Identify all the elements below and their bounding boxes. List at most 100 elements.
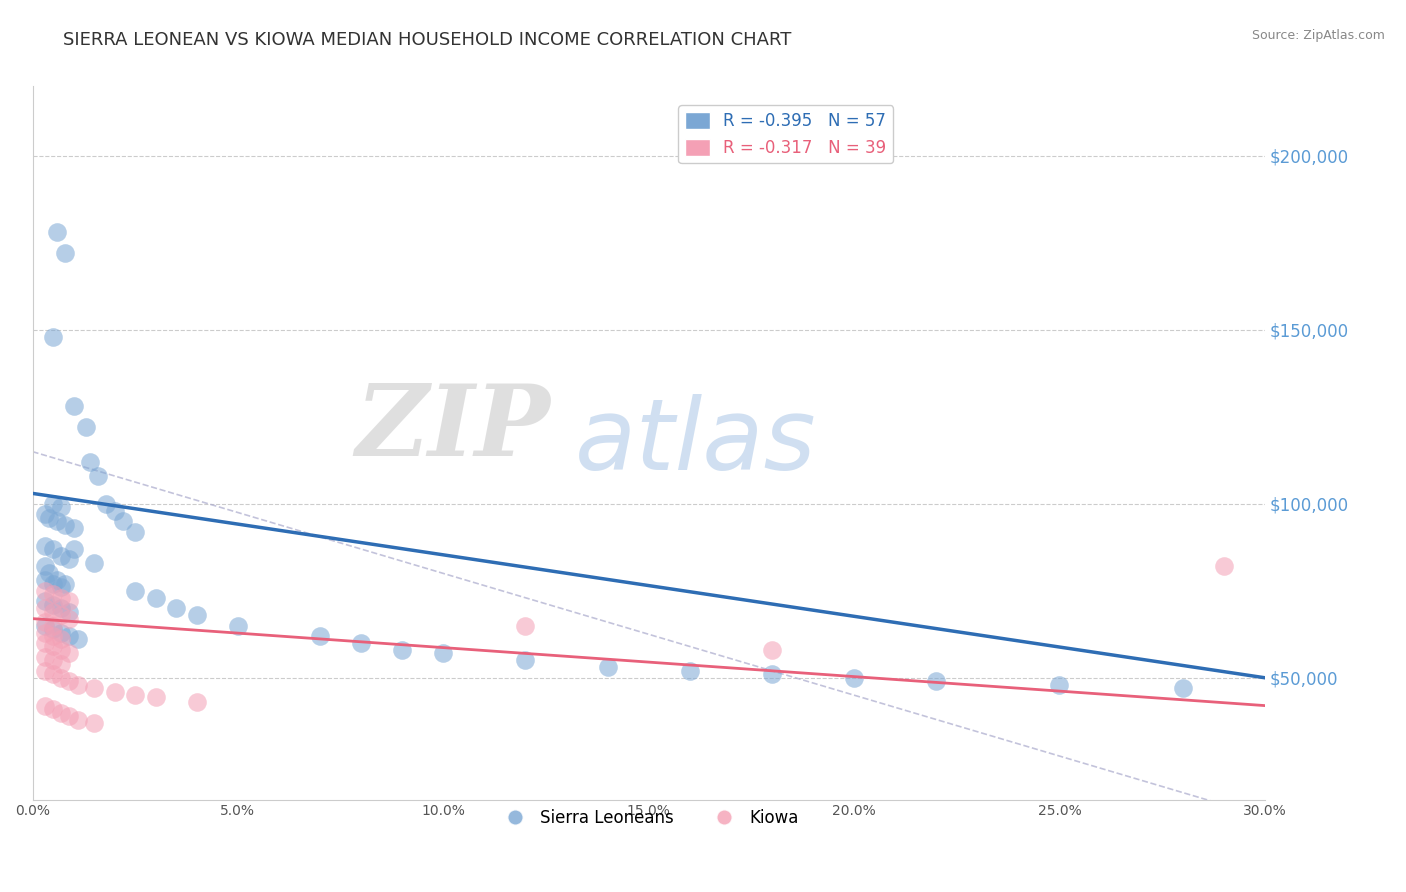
Point: [66, 678, 89, 692]
Point: [58, 605, 80, 619]
Point: [34, 594, 56, 608]
Point: [51, 625, 73, 640]
Point: [58, 552, 80, 566]
Point: [34, 508, 56, 522]
Point: [42, 640, 65, 654]
Point: [309, 629, 332, 643]
Point: [53, 246, 76, 260]
Point: [34, 574, 56, 588]
Point: [186, 608, 208, 623]
Point: [53, 577, 76, 591]
Point: [842, 671, 865, 685]
Point: [42, 667, 65, 681]
Point: [58, 629, 80, 643]
Point: [350, 636, 373, 650]
Point: [34, 615, 56, 629]
Point: [51, 632, 73, 647]
Point: [432, 647, 454, 661]
Point: [42, 629, 65, 643]
Point: [42, 598, 65, 612]
Point: [42, 542, 65, 557]
Text: ZIP: ZIP: [356, 380, 550, 477]
Point: [38, 566, 60, 581]
Legend: Sierra Leoneans, Kiowa: Sierra Leoneans, Kiowa: [492, 803, 806, 834]
Text: Source: ZipAtlas.com: Source: ZipAtlas.com: [1251, 29, 1385, 42]
Point: [34, 649, 56, 664]
Point: [58, 612, 80, 626]
Point: [42, 587, 65, 601]
Point: [34, 698, 56, 713]
Point: [124, 688, 146, 702]
Point: [51, 601, 73, 615]
Point: [75, 420, 97, 434]
Point: [51, 591, 73, 605]
Point: [1171, 681, 1194, 696]
Point: [925, 674, 948, 689]
Point: [42, 618, 65, 632]
Point: [46, 514, 69, 528]
Point: [34, 559, 56, 574]
Point: [83, 556, 105, 570]
Point: [1049, 678, 1071, 692]
Point: [515, 618, 537, 632]
Point: [145, 690, 167, 704]
Point: [34, 625, 56, 640]
Point: [34, 583, 56, 598]
Point: [226, 618, 249, 632]
Point: [34, 636, 56, 650]
Point: [96, 497, 118, 511]
Point: [104, 504, 127, 518]
Point: [145, 591, 167, 605]
Point: [34, 618, 56, 632]
Point: [42, 702, 65, 716]
Point: [34, 539, 56, 553]
Point: [58, 709, 80, 723]
Point: [66, 713, 89, 727]
Point: [51, 580, 73, 594]
Point: [51, 671, 73, 685]
Point: [46, 574, 69, 588]
Point: [51, 657, 73, 671]
Point: [42, 605, 65, 619]
Point: [679, 664, 702, 678]
Point: [58, 594, 80, 608]
Point: [51, 643, 73, 657]
Point: [62, 542, 84, 557]
Point: [596, 660, 619, 674]
Point: [62, 521, 84, 535]
Point: [42, 497, 65, 511]
Point: [124, 583, 146, 598]
Point: [38, 510, 60, 524]
Point: [66, 632, 89, 647]
Point: [42, 653, 65, 667]
Point: [165, 601, 187, 615]
Point: [515, 653, 537, 667]
Point: [51, 706, 73, 720]
Point: [124, 524, 146, 539]
Point: [58, 647, 80, 661]
Point: [83, 681, 105, 696]
Point: [51, 608, 73, 623]
Point: [79, 455, 101, 469]
Point: [761, 667, 783, 681]
Point: [42, 330, 65, 344]
Point: [186, 695, 208, 709]
Point: [761, 643, 783, 657]
Point: [1212, 559, 1234, 574]
Point: [58, 674, 80, 689]
Point: [391, 643, 413, 657]
Point: [34, 664, 56, 678]
Point: [46, 226, 69, 240]
Text: SIERRA LEONEAN VS KIOWA MEDIAN HOUSEHOLD INCOME CORRELATION CHART: SIERRA LEONEAN VS KIOWA MEDIAN HOUSEHOLD…: [63, 31, 792, 49]
Point: [111, 514, 134, 528]
Point: [51, 549, 73, 563]
Point: [53, 517, 76, 532]
Point: [42, 622, 65, 636]
Point: [104, 684, 127, 698]
Text: atlas: atlas: [575, 394, 817, 491]
Point: [51, 500, 73, 515]
Point: [83, 716, 105, 731]
Point: [87, 469, 110, 483]
Point: [62, 400, 84, 414]
Point: [42, 577, 65, 591]
